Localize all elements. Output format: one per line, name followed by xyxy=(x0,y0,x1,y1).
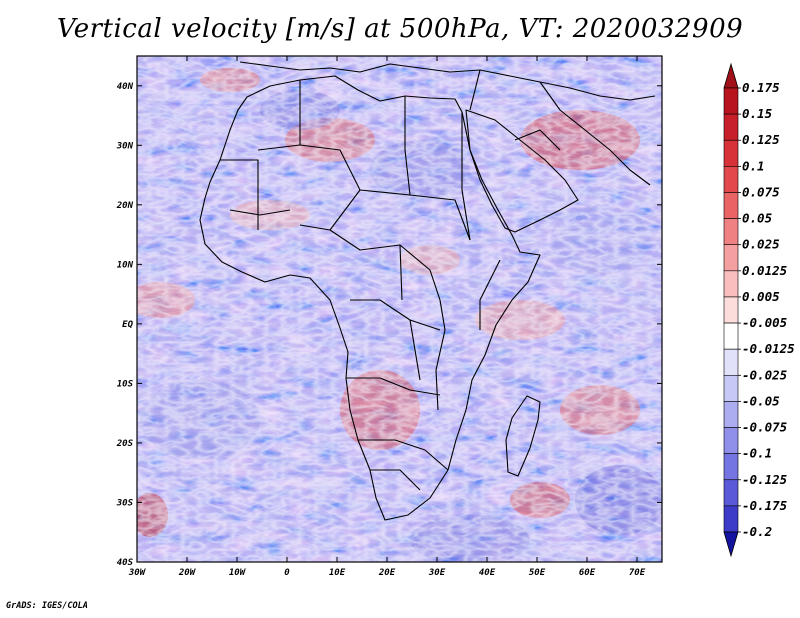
lon-tick-label: 0 xyxy=(284,568,290,578)
colorbar-label: -0.075 xyxy=(742,420,788,435)
colorbar-label: -0.175 xyxy=(742,498,788,513)
colorbar-label: 0.025 xyxy=(742,237,780,252)
colorbar-label: 0.005 xyxy=(742,289,780,304)
lon-tick-label: 70E xyxy=(629,568,646,578)
colorbar-label: 0.1 xyxy=(742,158,765,173)
colorbar-segment xyxy=(723,374,739,402)
lat-tick-label: 40S xyxy=(117,558,134,568)
colorbar-label: 0.175 xyxy=(742,80,780,95)
colorbar-label: -0.1 xyxy=(742,446,772,461)
colorbar-label: 0.0125 xyxy=(742,263,788,278)
colorbar-label: 0.15 xyxy=(742,106,773,121)
colorbar-segment xyxy=(723,218,739,246)
lon-tick-label: 60E xyxy=(579,568,596,578)
lon-tick-label: 30E xyxy=(428,568,446,578)
lon-tick-label: 20W xyxy=(178,568,197,578)
colorbar-label: -0.0125 xyxy=(742,341,795,356)
colorbar-label: -0.125 xyxy=(742,472,788,487)
lon-tick-label: 10W xyxy=(229,568,247,578)
colorbar-segment xyxy=(723,166,739,193)
lat-tick-label: 20S xyxy=(116,439,134,449)
grads-credit: GrADS: IGES/COLA xyxy=(6,601,88,611)
colorbar-top-arrow xyxy=(723,62,739,89)
colorbar-label: 0.075 xyxy=(742,184,780,199)
chart-title: Vertical velocity [m/s] at 500hPa, VT: 2… xyxy=(56,14,744,44)
colorbar-label: 0.05 xyxy=(742,211,773,226)
colorbar: 0.175 0.15 0.125 0.1 0.075 0.05 0.025 0.0125 0.0… xyxy=(723,62,795,558)
lat-tick-label: EQ xyxy=(122,320,133,330)
colorbar-label: -0.05 xyxy=(742,393,780,408)
colorbar-segment xyxy=(723,87,739,115)
lat-tick-label: 10S xyxy=(117,379,134,389)
colorbar-segment xyxy=(723,453,739,481)
lon-tick-label: 40E xyxy=(479,568,496,578)
colorbar-segment xyxy=(723,296,739,324)
colorbar-segment xyxy=(723,401,739,428)
lon-tick-label: 10E xyxy=(329,568,346,578)
longitude-axis: 30W 20W 10W 0 10E 20E 30E 40E 50E 60E 70E xyxy=(128,56,646,578)
colorbar-segment xyxy=(723,348,739,376)
lat-tick-label: 20N xyxy=(116,201,134,211)
colorbar-label: -0.025 xyxy=(742,367,788,382)
colorbar-segment xyxy=(723,505,739,533)
colorbar-label: 0.125 xyxy=(742,132,780,147)
colorbar-segment xyxy=(723,270,739,298)
map-frame xyxy=(136,55,663,563)
colorbar-segment xyxy=(723,113,739,141)
velocity-field xyxy=(137,56,662,562)
colorbar-segment xyxy=(723,322,739,350)
lon-tick-label: 50E xyxy=(529,568,546,578)
latitude-axis: 40N 30N 20N 10N EQ 10S 20S 30S 40S xyxy=(116,82,662,568)
lon-tick-label: 20E xyxy=(378,568,396,578)
coastlines xyxy=(199,61,656,521)
lat-tick-label: 30S xyxy=(116,498,134,508)
lon-tick-label: 30W xyxy=(128,568,147,578)
colorbar-segment xyxy=(723,192,739,219)
lat-tick-label: 10N xyxy=(117,260,134,270)
colorbar-segment xyxy=(723,427,739,454)
colorbar-segment xyxy=(723,139,739,167)
colorbar-label: -0.2 xyxy=(742,524,772,539)
lat-tick-label: 40N xyxy=(117,82,134,92)
colorbar-segment xyxy=(723,479,739,507)
lat-tick-label: 30N xyxy=(116,141,134,151)
colorbar-segment xyxy=(723,244,739,272)
colorbar-bottom-arrow xyxy=(723,531,739,558)
colorbar-label: -0.005 xyxy=(742,315,788,330)
